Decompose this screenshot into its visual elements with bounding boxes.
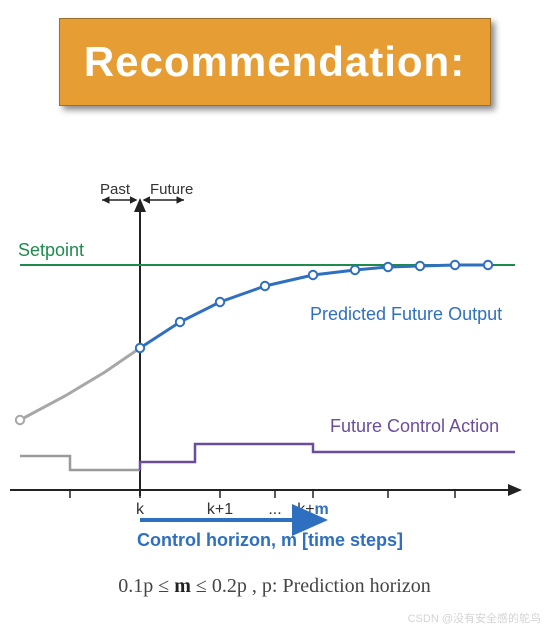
predicted-marker <box>484 261 492 269</box>
predicted-marker <box>261 282 269 290</box>
setpoint-label: Setpoint <box>18 240 84 260</box>
predicted-past-line <box>20 348 140 420</box>
watermark: CSDN @没有安全感的鸵鸟 <box>408 610 541 626</box>
x-tick-label: k+m <box>297 501 329 518</box>
past-label: Past <box>100 181 131 198</box>
mpc-chart: Past Future Setpoint Predicted Future Outpu… <box>10 170 539 550</box>
formula-line: 0.1p ≤ m ≤ 0.2p , p: Prediction horizon <box>0 575 549 598</box>
predicted-marker <box>384 263 392 271</box>
formula-pre: 0.1p ≤ <box>118 575 174 597</box>
predicted-marker <box>309 271 317 279</box>
control-label: Future Control Action <box>330 416 499 436</box>
predicted-marker <box>416 262 424 270</box>
predicted-marker <box>351 266 359 274</box>
control-past-line <box>20 456 140 470</box>
control-future-line <box>140 444 515 470</box>
predicted-marker <box>216 298 224 306</box>
recommendation-banner-text: Recommendation: <box>84 38 465 86</box>
x-tick-label: ... <box>268 501 281 518</box>
control-horizon-label: Control horizon, m [time steps] <box>137 530 403 550</box>
future-label: Future <box>150 181 193 198</box>
mpc-chart-svg: Past Future Setpoint Predicted Future Outpu… <box>10 170 539 550</box>
x-tick-label: k <box>136 501 145 518</box>
predicted-marker <box>451 261 459 269</box>
x-tick-label: k+1 <box>207 501 233 518</box>
predicted-label: Predicted Future Output <box>310 304 502 324</box>
formula-m: m <box>174 575 191 597</box>
predicted-past-marker <box>16 416 24 424</box>
recommendation-banner: Recommendation: <box>59 18 491 106</box>
predicted-marker <box>176 318 184 326</box>
formula-mid: ≤ 0.2p , p: Prediction horizon <box>191 575 431 597</box>
predicted-marker <box>136 344 144 352</box>
